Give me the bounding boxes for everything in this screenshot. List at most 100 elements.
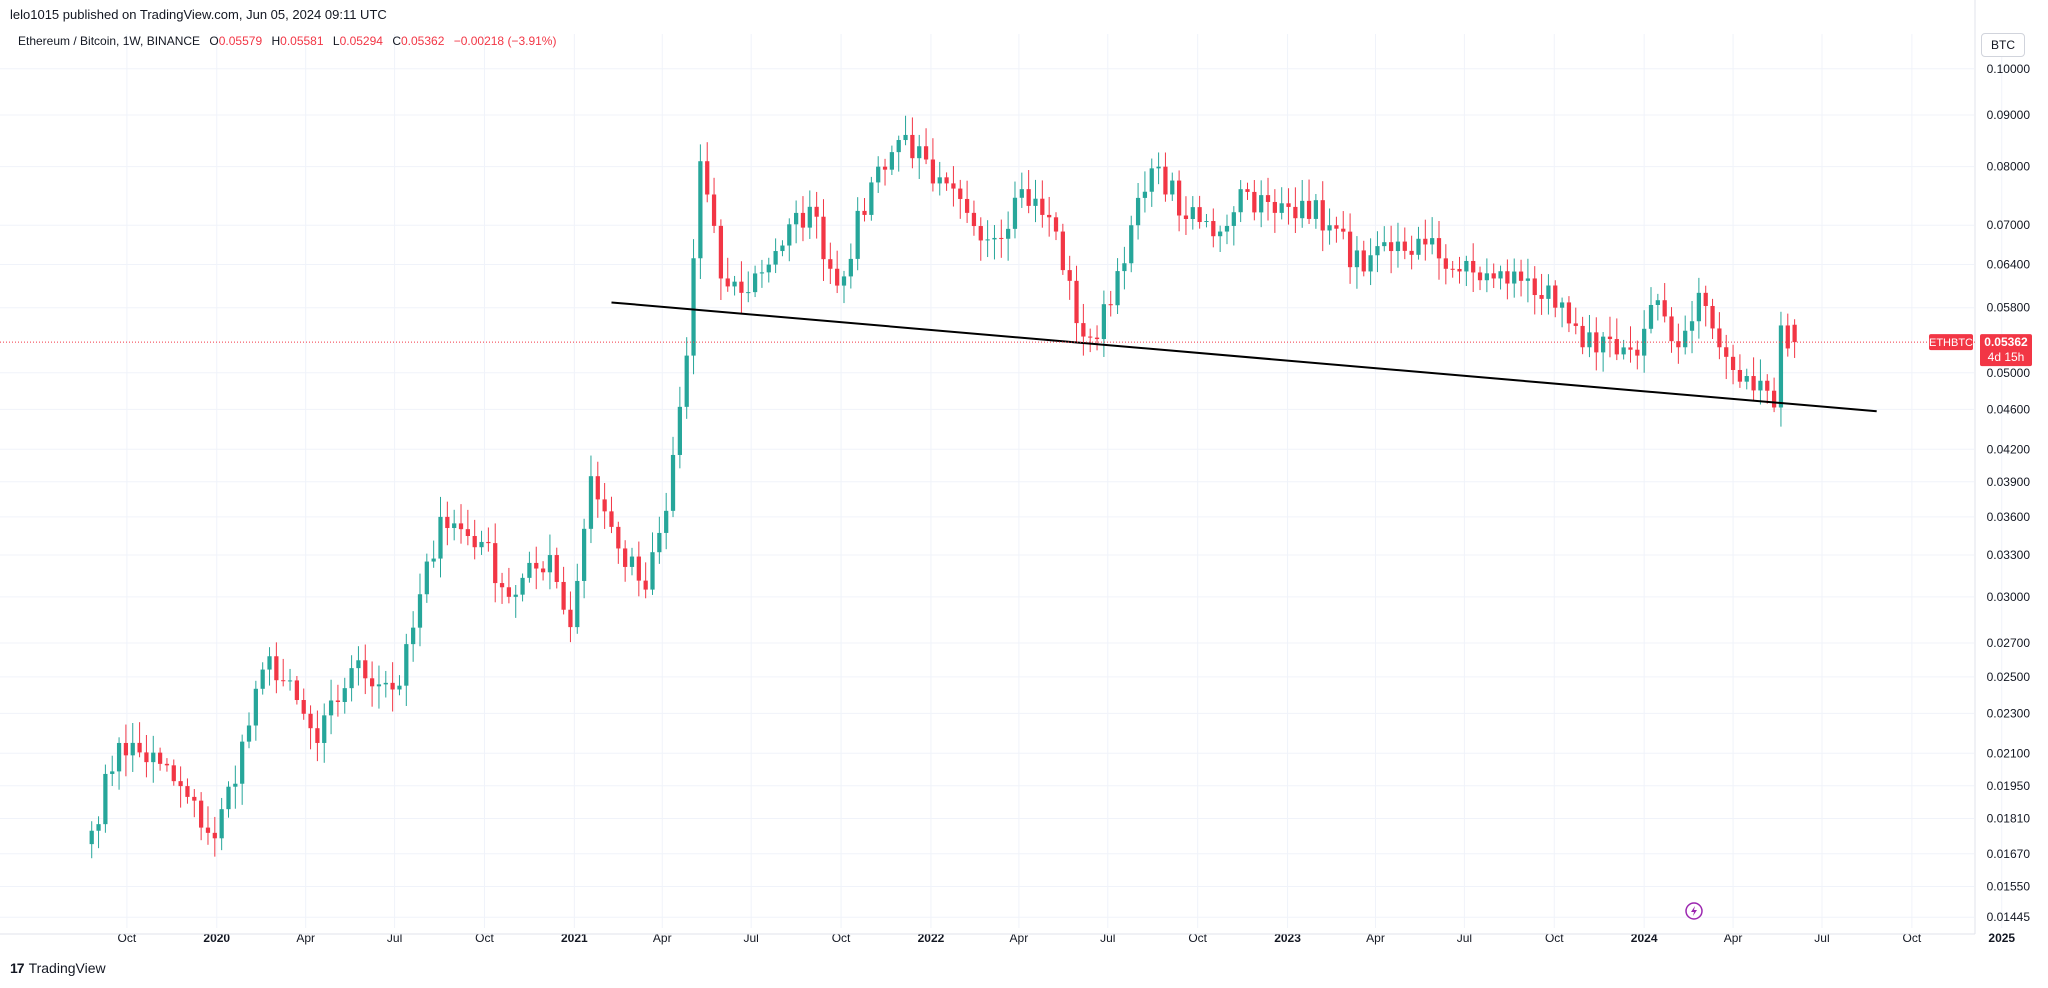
candle-body bbox=[1245, 189, 1250, 192]
price-tag-bg bbox=[1980, 334, 2032, 367]
candle-body bbox=[151, 752, 156, 763]
candle-body bbox=[493, 543, 498, 584]
x-tick-label: 2023 bbox=[1274, 931, 1301, 945]
candle-body bbox=[855, 210, 860, 259]
candle-body bbox=[1389, 242, 1394, 252]
candle-body bbox=[629, 556, 635, 567]
candle-body bbox=[390, 682, 395, 690]
y-tick-label: 0.02500 bbox=[1987, 670, 2031, 684]
countdown-tag: 4d 15h bbox=[1988, 350, 2025, 364]
candle-body bbox=[164, 763, 170, 766]
candle-body bbox=[1525, 278, 1531, 281]
candle-body bbox=[971, 212, 977, 227]
candle-body bbox=[985, 239, 990, 241]
candle-body bbox=[1135, 197, 1141, 226]
candle-body bbox=[1484, 273, 1489, 281]
candle-body bbox=[110, 771, 115, 774]
candle-body bbox=[171, 765, 176, 782]
candle-body bbox=[1265, 195, 1271, 202]
candle-body bbox=[1204, 221, 1209, 223]
currency-button[interactable]: BTC bbox=[1981, 33, 2025, 57]
candle-body bbox=[452, 523, 457, 529]
candle-body bbox=[417, 594, 423, 628]
candle-body bbox=[1724, 347, 1729, 357]
candle-body bbox=[937, 177, 942, 184]
candle-body bbox=[287, 680, 293, 682]
candle-body bbox=[1655, 300, 1660, 305]
candle-body bbox=[889, 152, 894, 170]
candle-body bbox=[1785, 325, 1790, 349]
candle-body bbox=[1341, 228, 1346, 232]
candle-body bbox=[1101, 304, 1107, 340]
candle-body bbox=[1122, 263, 1127, 272]
candle-body bbox=[1409, 250, 1414, 255]
candle-body bbox=[780, 245, 785, 252]
candle-body bbox=[89, 830, 94, 845]
candle-body bbox=[253, 688, 258, 726]
x-tick-label: Oct bbox=[118, 931, 137, 945]
candle-body bbox=[807, 206, 812, 228]
candle-body bbox=[199, 800, 204, 828]
candle-body bbox=[130, 742, 135, 756]
y-tick-label: 0.01950 bbox=[1987, 779, 2031, 793]
candle-body bbox=[1313, 200, 1319, 219]
candle-body bbox=[301, 700, 306, 714]
candle-body bbox=[1580, 325, 1585, 348]
candle-body bbox=[1115, 271, 1120, 306]
candle-body bbox=[226, 786, 231, 810]
x-tick-label: Jul bbox=[387, 931, 402, 945]
candle-body bbox=[828, 259, 833, 269]
y-tick-label: 0.01445 bbox=[1987, 910, 2031, 924]
open-label: O bbox=[209, 34, 219, 48]
candle-body bbox=[1259, 195, 1264, 213]
open-value: 0.05579 bbox=[218, 34, 263, 48]
candle-body bbox=[958, 188, 963, 199]
candle-body bbox=[1710, 305, 1715, 329]
candle-body bbox=[1211, 221, 1216, 237]
candle-body bbox=[1737, 369, 1743, 382]
candle-body bbox=[725, 278, 730, 287]
candle-body bbox=[588, 476, 594, 529]
candle-body bbox=[479, 541, 484, 548]
publish-info: lelo1015 published on TradingView.com, J… bbox=[10, 7, 387, 22]
candle-body bbox=[1382, 242, 1387, 247]
candle-body bbox=[1012, 197, 1018, 229]
chart-grid bbox=[0, 34, 2003, 928]
candle-body bbox=[1573, 323, 1578, 326]
candle-body bbox=[1730, 356, 1736, 370]
candle-body bbox=[677, 406, 682, 455]
candle-body bbox=[1471, 260, 1476, 273]
candle-body bbox=[773, 251, 778, 265]
candle-body bbox=[369, 678, 375, 687]
candle-body bbox=[1053, 217, 1059, 232]
candle-body bbox=[1183, 215, 1189, 220]
candle-body bbox=[1423, 238, 1428, 245]
candle-body bbox=[930, 159, 936, 184]
candle-body bbox=[575, 580, 580, 628]
candle-body bbox=[739, 281, 744, 293]
candle-body bbox=[1224, 225, 1230, 232]
candle-body bbox=[1067, 270, 1072, 281]
candle-body bbox=[431, 558, 436, 562]
symbol-tag-bg bbox=[1929, 334, 1973, 351]
candle-body bbox=[472, 536, 477, 548]
candle-body bbox=[540, 568, 546, 573]
x-tick-label: Jul bbox=[1814, 931, 1829, 945]
candle-body bbox=[1040, 198, 1045, 215]
y-tick-label: 0.03900 bbox=[1987, 475, 2031, 489]
candle-body bbox=[1771, 390, 1777, 408]
candle-body bbox=[1402, 241, 1407, 251]
candle-body bbox=[1662, 300, 1667, 317]
candle-body bbox=[547, 555, 553, 573]
candle-body bbox=[1703, 292, 1708, 306]
candle-body bbox=[1286, 203, 1291, 207]
x-tick-label: 2021 bbox=[561, 931, 588, 945]
footer-brand[interactable]: 17 TradingView bbox=[10, 960, 106, 976]
candle-body bbox=[1457, 268, 1462, 272]
x-tick-label: Apr bbox=[296, 931, 315, 945]
candle-body bbox=[376, 684, 382, 687]
candle-body bbox=[1170, 180, 1175, 195]
y-tick-label: 0.02300 bbox=[1987, 706, 2031, 720]
